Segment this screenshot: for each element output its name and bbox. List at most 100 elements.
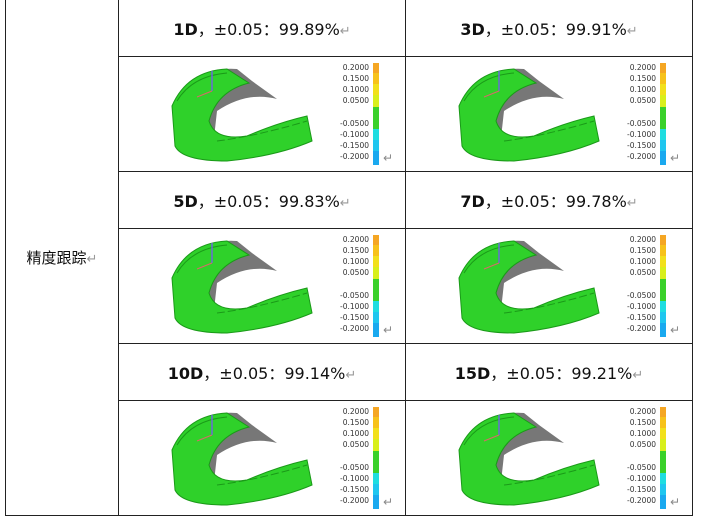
color-scale-segment bbox=[373, 84, 379, 95]
scale-label: -0.2000 bbox=[340, 324, 369, 333]
accuracy-text: ，±0.05：99.91% bbox=[484, 20, 627, 39]
color-scale-segment bbox=[373, 439, 379, 451]
dental-scan-image bbox=[171, 412, 313, 506]
scale-label: 0.1000 bbox=[342, 257, 369, 266]
result-cell: 10D，±0.05：99.14%↵ bbox=[118, 343, 406, 401]
color-scale-segment bbox=[660, 495, 666, 509]
scale-label: -0.1500 bbox=[627, 313, 656, 322]
day-label: 7D bbox=[460, 192, 485, 211]
scale-label: 0.0500 bbox=[342, 440, 369, 449]
day-label: 1D bbox=[173, 20, 198, 39]
color-scale-segment bbox=[660, 84, 666, 95]
result-cell: 7D，±0.05：99.78%↵ bbox=[405, 171, 693, 229]
color-scale-segment bbox=[373, 428, 379, 439]
scale-label: -0.1000 bbox=[340, 474, 369, 483]
color-scale-segment bbox=[373, 245, 379, 256]
color-scale: 0.2000 0.1500 0.1000 0.0500 -0.0500 -0.1000 -0… bbox=[614, 235, 694, 343]
dental-scan-image bbox=[171, 240, 313, 334]
color-scale: 0.2000 0.1500 0.1000 0.0500 -0.0500 -0.1000 -0… bbox=[327, 63, 407, 171]
color-scale-segment bbox=[660, 407, 666, 417]
scale-label: -0.2000 bbox=[340, 496, 369, 505]
color-scale-segment bbox=[373, 63, 379, 73]
accuracy-table: 精度跟踪↵ 1D，±0.05：99.89%↵ 3D，±0.05：99.91%↵ 0.… bbox=[5, 0, 693, 516]
result-cell: 5D，±0.05：99.83%↵ bbox=[118, 171, 406, 229]
color-scale-segment bbox=[660, 451, 666, 473]
color-scale-segment bbox=[660, 417, 666, 428]
scale-label: 0.1000 bbox=[629, 429, 656, 438]
color-scale-segment bbox=[660, 235, 666, 245]
scale-label: -0.1500 bbox=[627, 141, 656, 150]
color-scale-segment bbox=[373, 323, 379, 337]
scale-label: 0.2000 bbox=[342, 63, 369, 72]
return-mark: ↵ bbox=[626, 24, 638, 39]
scale-label: 0.1500 bbox=[629, 246, 656, 255]
scale-label: 0.1000 bbox=[629, 257, 656, 266]
color-scale-segment bbox=[373, 140, 379, 151]
scale-label: -0.1000 bbox=[340, 302, 369, 311]
scan-cell: 0.2000 0.1500 0.1000 0.0500 -0.0500 -0.1000 -0… bbox=[118, 228, 406, 344]
scale-label: -0.0500 bbox=[627, 119, 656, 128]
scale-label: -0.0500 bbox=[627, 463, 656, 472]
return-mark: ↵ bbox=[339, 196, 351, 211]
color-scale-segment bbox=[660, 129, 666, 140]
scan-cell: 0.2000 0.1500 0.1000 0.0500 -0.0500 -0.1000 -0… bbox=[118, 56, 407, 172]
day-label: 10D bbox=[167, 364, 204, 383]
scale-label: -0.1000 bbox=[627, 302, 656, 311]
accuracy-text: ，±0.05：99.83% bbox=[197, 192, 340, 211]
color-scale-segment bbox=[373, 151, 379, 165]
color-scale: 0.2000 0.1500 0.1000 0.0500 -0.0500 -0.1000 -0… bbox=[614, 407, 694, 515]
color-scale-segment bbox=[373, 495, 379, 509]
scale-label: 0.1000 bbox=[342, 85, 369, 94]
scale-label: -0.1500 bbox=[340, 313, 369, 322]
color-scale-segment bbox=[660, 63, 666, 73]
scale-label: -0.2000 bbox=[340, 152, 369, 161]
scale-label: 0.2000 bbox=[629, 407, 656, 416]
color-scale-segment bbox=[373, 73, 379, 84]
scale-label: -0.0500 bbox=[627, 291, 656, 300]
color-scale-segment bbox=[373, 129, 379, 140]
color-scale-segment bbox=[660, 140, 666, 151]
scale-label: -0.2000 bbox=[627, 324, 656, 333]
scale-label: 0.0500 bbox=[629, 96, 656, 105]
scale-label: -0.2000 bbox=[627, 496, 656, 505]
accuracy-text: ，±0.05：99.21% bbox=[490, 364, 633, 383]
return-mark: ↵ bbox=[626, 196, 638, 211]
color-scale-segment bbox=[660, 107, 666, 129]
return-mark: ↵ bbox=[670, 323, 681, 337]
scan-cell: 0.2000 0.1500 0.1000 0.0500 -0.0500 -0.1000 -0… bbox=[405, 400, 694, 516]
color-scale-segment bbox=[660, 267, 666, 279]
scale-label: -0.0500 bbox=[340, 463, 369, 472]
color-scale-segment bbox=[373, 407, 379, 417]
scale-label: 0.1500 bbox=[342, 246, 369, 255]
dental-scan-image bbox=[458, 68, 600, 162]
accuracy-text: ，±0.05：99.78% bbox=[484, 192, 627, 211]
scale-label: 0.0500 bbox=[342, 268, 369, 277]
day-label: 3D bbox=[460, 20, 485, 39]
color-scale-segment bbox=[373, 107, 379, 129]
scale-label: -0.2000 bbox=[627, 152, 656, 161]
return-mark: ↵ bbox=[345, 368, 357, 383]
scale-label: -0.0500 bbox=[340, 119, 369, 128]
return-mark: ↵ bbox=[383, 151, 394, 165]
dental-scan-image bbox=[458, 412, 600, 506]
return-mark: ↵ bbox=[383, 323, 394, 337]
scale-label: 0.0500 bbox=[629, 268, 656, 277]
scale-label: -0.1500 bbox=[340, 141, 369, 150]
scale-label: 0.2000 bbox=[342, 407, 369, 416]
color-scale-segment bbox=[373, 473, 379, 484]
color-scale-segment bbox=[373, 235, 379, 245]
dental-scan-image bbox=[458, 240, 600, 334]
dental-scan-image bbox=[171, 68, 313, 162]
return-mark: ↵ bbox=[86, 252, 98, 267]
day-label: 15D bbox=[454, 364, 491, 383]
color-scale-segment bbox=[373, 301, 379, 312]
return-mark: ↵ bbox=[670, 495, 681, 509]
scale-label: -0.1500 bbox=[340, 485, 369, 494]
color-scale-segment bbox=[660, 323, 666, 337]
color-scale-segment bbox=[660, 484, 666, 495]
accuracy-text: ，±0.05：99.89% bbox=[197, 20, 340, 39]
color-scale-segment bbox=[373, 484, 379, 495]
color-scale-segment bbox=[660, 428, 666, 439]
return-mark: ↵ bbox=[383, 495, 394, 509]
color-scale-segment bbox=[373, 417, 379, 428]
